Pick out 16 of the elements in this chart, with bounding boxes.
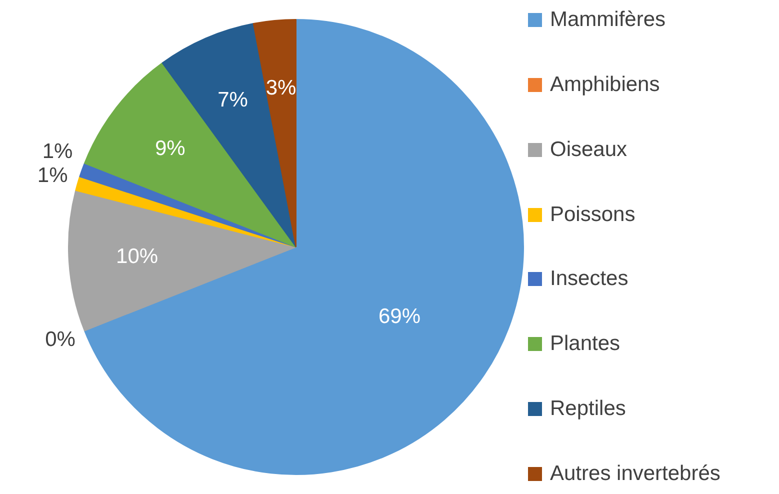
data-label: 69% <box>378 305 421 328</box>
legend-label: Mammifères <box>550 8 666 32</box>
legend-label: Poissons <box>550 202 636 227</box>
data-label: 10% <box>116 244 158 268</box>
data-label: 9% <box>154 137 186 160</box>
data-label: 3% <box>266 76 296 100</box>
legend-label: Oiseaux <box>550 138 628 162</box>
legend-label: Insectes <box>550 267 628 292</box>
legend-label: Plantes <box>550 332 620 356</box>
legend-label: Autres invertebrés <box>550 462 720 486</box>
data-label: 1% <box>37 164 68 188</box>
legend-label: Amphibiens <box>550 72 660 97</box>
text: 0% <box>45 328 76 352</box>
data-label: 1% <box>42 140 73 164</box>
data-label: 7% <box>218 88 248 112</box>
legend-label: Reptiles <box>550 397 626 422</box>
